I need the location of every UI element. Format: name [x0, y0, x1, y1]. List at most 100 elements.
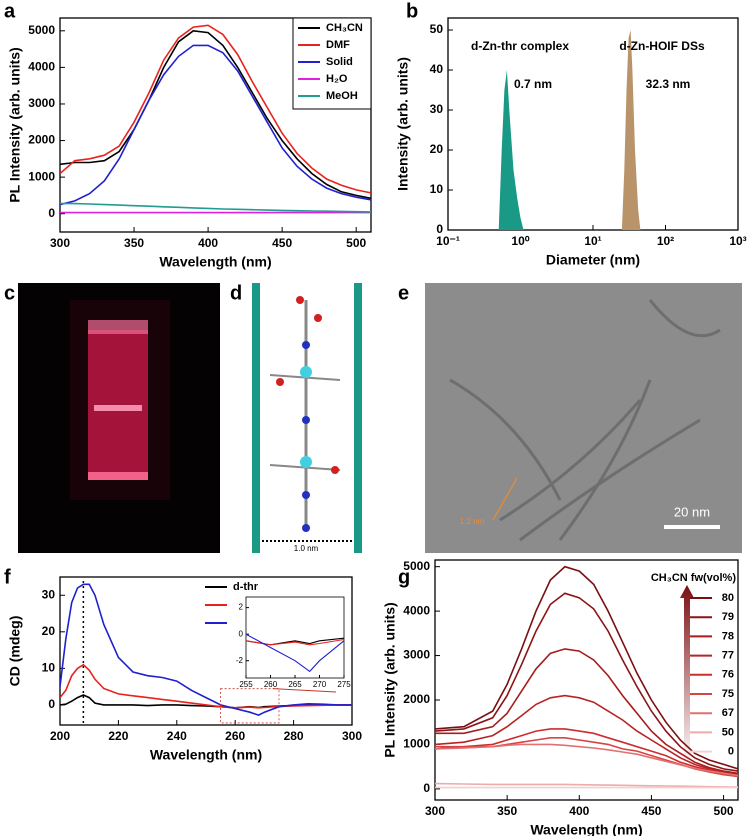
- x-tick-label: 450: [641, 804, 661, 818]
- legend-label: 80: [722, 592, 734, 604]
- x-tick-label: 10²: [657, 234, 674, 248]
- x-tick-label: 265: [288, 680, 302, 689]
- series-line: [435, 694, 738, 776]
- series-line: [60, 202, 371, 213]
- legend-label: 67: [722, 707, 734, 719]
- legend-label: 76: [722, 669, 734, 681]
- y-tick-label: 2: [239, 603, 244, 612]
- y-tick-label: 1000: [403, 737, 430, 751]
- legend-label: H₂O: [326, 73, 348, 85]
- series-line: [435, 648, 738, 775]
- x-tick-label: 10⁻¹: [436, 234, 460, 248]
- legend-label: 50: [722, 726, 734, 738]
- y-tick-label: 0: [239, 629, 244, 638]
- peak-name: d-Zn-HOIF DSs: [619, 39, 705, 53]
- x-tick-label: 260: [225, 729, 245, 743]
- y-tick-label: 2000: [28, 133, 55, 147]
- zoom-region: [220, 688, 280, 724]
- x-tick-label: 500: [346, 236, 366, 250]
- x-tick-label: 500: [714, 804, 734, 818]
- series-line: [60, 663, 352, 709]
- photo: [18, 283, 220, 553]
- panel-letter: b: [406, 0, 418, 22]
- zoom-arrow: [272, 688, 337, 693]
- x-tick-label: 220: [108, 729, 128, 743]
- panel-letter: c: [4, 282, 15, 304]
- x-axis-title: Wavelength (nm): [150, 747, 262, 763]
- peak-area: [498, 70, 524, 230]
- panel-letter: d: [230, 282, 242, 304]
- panel-letter: a: [4, 0, 16, 22]
- peak-area: [621, 30, 641, 230]
- x-tick-label: 200: [50, 729, 70, 743]
- x-axis-title: Diameter (nm): [546, 252, 640, 268]
- legend-label: DMF: [326, 39, 350, 51]
- series-line: [435, 782, 738, 788]
- molecule-diagram: [252, 283, 362, 553]
- x-tick-label: 10³: [729, 234, 746, 248]
- y-tick-label: 5000: [28, 23, 55, 37]
- micrograph: [425, 283, 742, 553]
- legend-arrow: [680, 585, 694, 765]
- y-tick-label: 3000: [403, 648, 430, 662]
- x-tick-label: 240: [167, 729, 187, 743]
- y-tick-label: 0: [48, 206, 55, 220]
- legend-label: 0: [728, 746, 734, 758]
- scale-bar-label: 20 nm: [674, 504, 710, 519]
- y-tick-label: 20: [430, 142, 444, 156]
- y-axis-title: CD (mdeg): [7, 616, 23, 687]
- legend-label: 75: [722, 688, 734, 700]
- x-tick-label: 400: [569, 804, 589, 818]
- series-line: [60, 24, 371, 194]
- x-tick-label: 300: [425, 804, 445, 818]
- x-tick-label: 275: [337, 680, 351, 689]
- y-axis-title: PL Intensity (arb. units): [7, 47, 23, 202]
- x-tick-label: 450: [272, 236, 292, 250]
- y-tick-label: -2: [236, 656, 244, 665]
- y-tick-label: 10: [430, 182, 444, 196]
- y-tick-label: 30: [42, 587, 56, 601]
- panel-letter: g: [398, 566, 410, 588]
- legend-label: d-thr: [233, 581, 259, 593]
- legend-label: 77: [722, 650, 734, 662]
- peak-name: d-Zn-thr complex: [471, 39, 569, 53]
- series-line: [435, 743, 738, 777]
- inset-background: [228, 592, 348, 696]
- legend-label: CH₃CN: [326, 22, 363, 34]
- y-tick-label: 0: [436, 222, 443, 236]
- series-line: [60, 29, 371, 200]
- x-tick-label: 350: [497, 804, 517, 818]
- legend-box: [292, 17, 372, 110]
- x-axis-title: Wavelength (nm): [159, 254, 271, 270]
- y-tick-label: 5000: [403, 559, 430, 573]
- x-axis-title: Wavelength (nm): [530, 822, 642, 836]
- legend-label: 79: [722, 611, 734, 623]
- y-tick-label: 2000: [403, 692, 430, 706]
- y-tick-label: 40: [430, 62, 444, 76]
- y-tick-label: 20: [42, 624, 56, 638]
- y-tick-label: 3000: [28, 96, 55, 110]
- x-tick-label: 10¹: [584, 234, 601, 248]
- plot-frame: [434, 559, 739, 801]
- y-tick-label: 4000: [28, 60, 55, 74]
- y-axis-title: PL Intensity (arb. units): [382, 602, 398, 757]
- x-tick-label: 300: [50, 236, 70, 250]
- y-tick-label: 0: [48, 697, 55, 711]
- y-tick-label: 30: [430, 102, 444, 116]
- legend-label: 78: [722, 630, 734, 642]
- plot-frame: [59, 576, 353, 726]
- annotation: 0.7 nm: [514, 77, 552, 91]
- legend-label: Solid: [326, 56, 353, 68]
- x-tick-label: 255: [239, 680, 253, 689]
- plot-frame: [59, 17, 372, 233]
- y-tick-label: 4000: [403, 603, 430, 617]
- x-tick-label: 280: [284, 729, 304, 743]
- y-tick-label: 50: [430, 22, 444, 36]
- annotation: 32.3 nm: [646, 77, 691, 91]
- x-tick-label: 260: [264, 680, 278, 689]
- series-line: [435, 728, 738, 777]
- legend-label: MeOH: [326, 90, 358, 102]
- scale-label: 1.0 nm: [294, 544, 319, 553]
- series-line: [435, 592, 738, 772]
